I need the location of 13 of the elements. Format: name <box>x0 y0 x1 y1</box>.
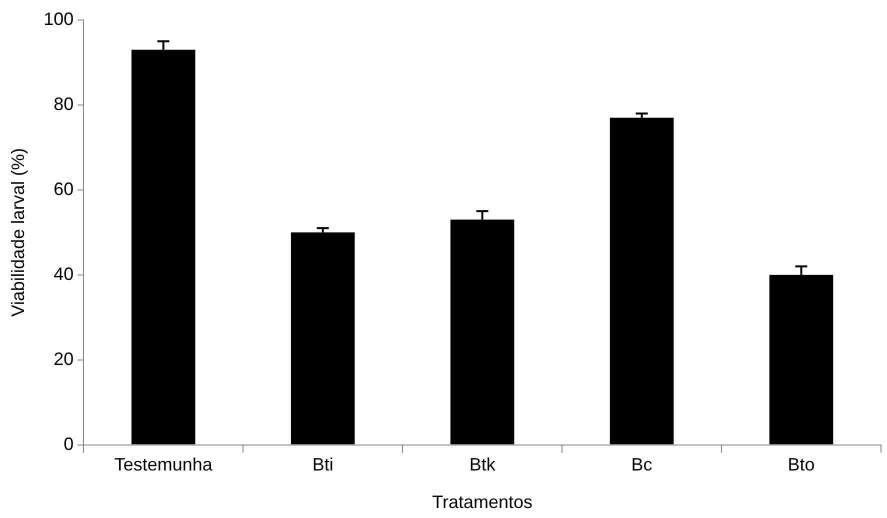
y-tick-label: 100 <box>44 8 74 29</box>
x-tick-label: Bti <box>312 454 334 475</box>
x-axis-title: Tratamentos <box>432 492 533 512</box>
y-tick-label: 80 <box>54 94 74 114</box>
x-tick-label: Testemunha <box>114 454 214 475</box>
y-axis-title: Viabilidade larval (%) <box>8 148 28 317</box>
x-tick-label: Bc <box>631 454 652 475</box>
y-tick-label: 0 <box>64 434 74 454</box>
x-tick-label: Btk <box>469 454 496 475</box>
x-tick-label: Bto <box>788 454 815 475</box>
y-tick-label: 40 <box>54 264 74 284</box>
y-tick-label: 60 <box>54 178 74 199</box>
y-tick-label: 20 <box>54 348 74 369</box>
